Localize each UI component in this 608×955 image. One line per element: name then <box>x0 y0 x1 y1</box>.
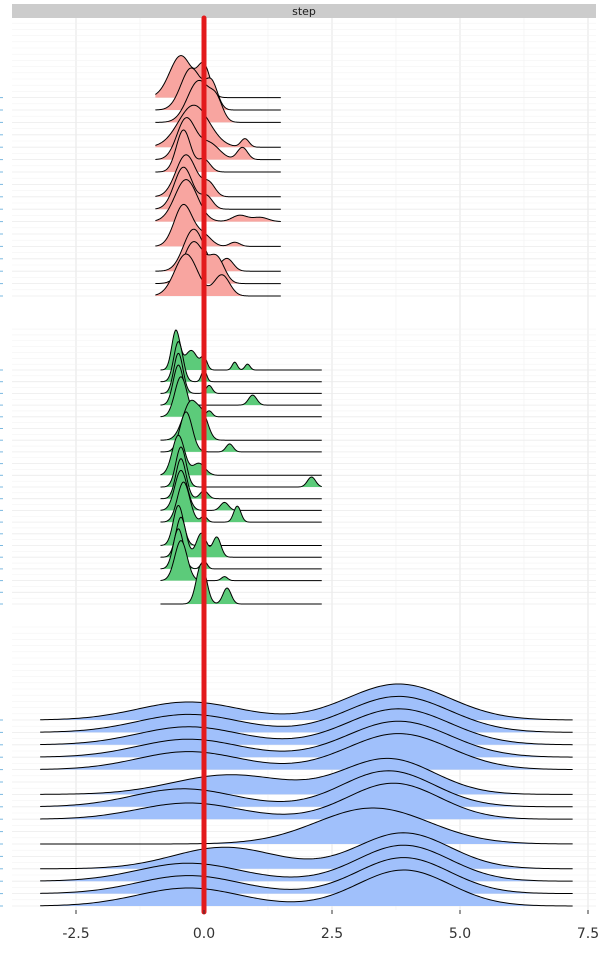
ridge-line <box>160 446 322 488</box>
ridge-line <box>40 733 573 770</box>
ridge-fill <box>40 758 573 795</box>
x-tick-label: 7.5 <box>577 926 599 942</box>
x-tick-label: 2.5 <box>321 926 343 942</box>
ridge-line <box>40 683 573 721</box>
ridge-line <box>160 563 322 605</box>
ridge-fill <box>40 684 573 720</box>
ridge-fill <box>160 435 322 476</box>
ridge-line <box>40 869 573 907</box>
ridge-fill <box>160 517 322 558</box>
grid-layer <box>0 18 596 910</box>
ridge-line <box>160 469 322 511</box>
ridge-line <box>160 341 322 383</box>
ridge-line <box>160 399 322 441</box>
ridge-line <box>40 757 573 795</box>
ridge-line <box>155 67 281 111</box>
ridge-fill <box>160 400 322 441</box>
facet-strip-label: step <box>292 5 316 18</box>
ridge-line <box>40 695 573 733</box>
ridge-fill <box>160 330 322 370</box>
ridge-line <box>155 253 281 297</box>
facet-strip: step <box>12 4 596 18</box>
ridge-line <box>40 720 573 758</box>
ridge-fill <box>160 376 322 417</box>
ridge-fill <box>155 254 281 296</box>
x-tick-label: 5.0 <box>449 926 471 942</box>
facet-strip-background <box>12 4 596 18</box>
ridge-layer <box>40 55 573 907</box>
ridge-line <box>155 203 281 247</box>
ridge-line <box>155 179 281 222</box>
ridge-line <box>155 117 281 161</box>
ridge-fill <box>40 870 573 906</box>
ridge-line <box>155 154 281 198</box>
x-tick-label: 0.0 <box>193 926 215 942</box>
ridge-line <box>40 832 573 870</box>
ridge-line <box>160 434 322 476</box>
ridge-fill <box>160 540 322 581</box>
ridge-fill <box>40 733 573 770</box>
ridge-line <box>160 481 322 523</box>
ridge-line <box>160 329 322 371</box>
ridge-line <box>40 857 573 895</box>
ridge-line <box>160 516 322 558</box>
ridge-line <box>155 79 281 123</box>
ridge-line <box>160 352 322 394</box>
ridge-fill <box>155 204 281 247</box>
ridge-line <box>160 540 322 582</box>
ridge-line <box>155 166 281 210</box>
ridge-line <box>155 104 281 148</box>
ridge-line <box>160 411 322 453</box>
ridge-fill <box>40 783 573 820</box>
ridge-fill <box>40 808 573 844</box>
ridge-line <box>40 708 573 746</box>
x-tick-label: -2.5 <box>62 926 89 942</box>
ridge-fill <box>160 564 322 604</box>
x-axis: -2.5 0.0 2.5 5.0 7.5 <box>62 910 599 942</box>
ridge-line <box>160 376 322 418</box>
ridge-line <box>160 458 322 500</box>
ridge-line <box>40 770 573 808</box>
ridge-line <box>40 844 573 882</box>
ridge-line <box>40 782 573 820</box>
ridge-line <box>40 807 573 845</box>
ridge-line <box>155 129 281 173</box>
